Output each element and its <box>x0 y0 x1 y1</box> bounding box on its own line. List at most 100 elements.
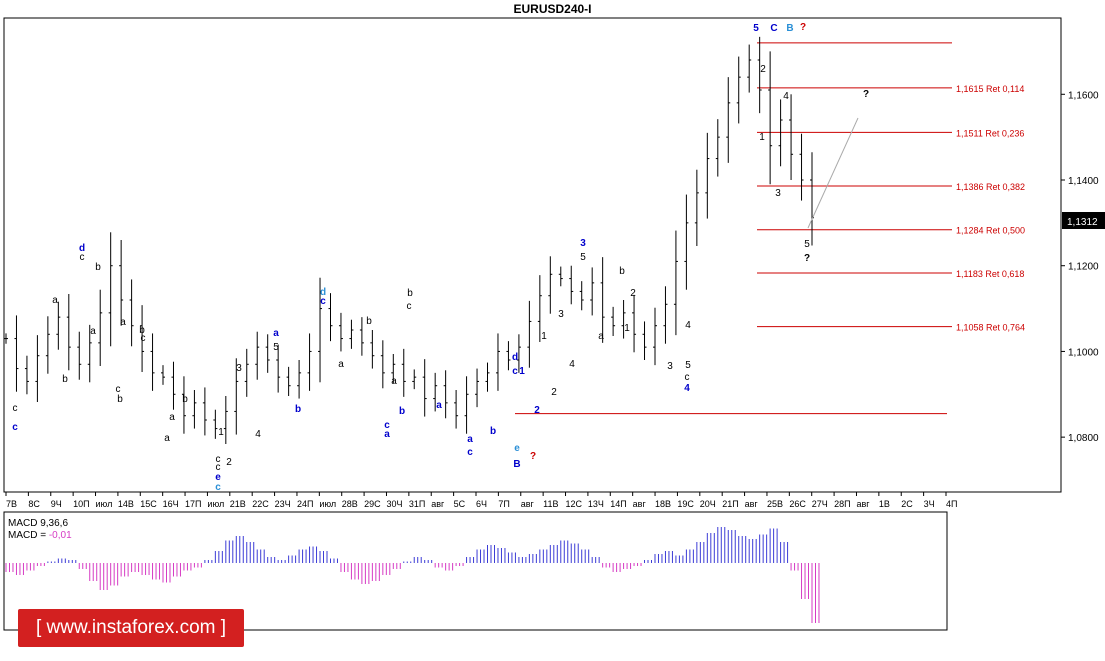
wave-label-48: 1 <box>541 331 547 342</box>
wave-label-15: a <box>169 412 175 423</box>
wave-label-52: 3 <box>580 238 586 249</box>
wave-label-11: c <box>116 384 121 395</box>
date-tick-14: июл <box>319 499 336 509</box>
wave-label-6: b <box>95 262 101 273</box>
wave-label-4: d <box>79 243 85 254</box>
wave-label-1: c <box>12 422 18 433</box>
wave-label-47: 2 <box>534 405 540 416</box>
date-tick-30: 19С <box>677 499 694 509</box>
wave-label-51: 4 <box>569 359 575 370</box>
wave-label-42: c <box>512 366 518 377</box>
ohlc-bar-69 <box>726 77 731 163</box>
wave-label-13: a <box>164 433 170 444</box>
ohlc-bar-63 <box>663 286 668 344</box>
ohlc-bar-47 <box>495 333 500 391</box>
date-tick-38: авг <box>856 499 870 509</box>
wave-label-43: 1 <box>519 366 525 377</box>
wave-label-44: e <box>514 443 520 454</box>
wave-label-22: 3 <box>236 363 242 374</box>
ohlc-bar-37 <box>391 354 396 384</box>
ohlc-bar-55 <box>579 281 584 311</box>
date-tick-23: авг <box>521 499 535 509</box>
wave-label-31: c <box>384 420 390 431</box>
date-tick-1: 8С <box>28 499 40 509</box>
wave-label-8: a <box>90 326 96 337</box>
date-tick-18: 31П <box>409 499 425 509</box>
macd-value-prefix: MACD = <box>8 530 49 541</box>
date-tick-42: 4П <box>946 499 957 509</box>
date-tick-24: 11В <box>543 499 558 509</box>
ohlc-bar-0 <box>4 333 8 344</box>
ohlc-bar-15 <box>161 365 166 385</box>
ohlc-bar-5 <box>56 301 61 350</box>
ohlc-bar-75 <box>789 94 794 180</box>
date-tick-4: июл <box>96 499 113 509</box>
wave-label-65: B <box>786 23 793 34</box>
date-tick-39: 1В <box>879 499 890 509</box>
ohlc-bar-32 <box>338 312 343 352</box>
wave-label-35: a <box>391 376 397 387</box>
date-tick-32: 21П <box>722 499 738 509</box>
wave-label-29: a <box>338 359 344 370</box>
date-tick-25: 12С <box>566 499 583 509</box>
date-tick-9: июл <box>207 499 224 509</box>
wave-label-17: c <box>216 454 221 465</box>
wave-label-25: 5 <box>273 342 279 353</box>
wave-label-38: c <box>467 447 473 458</box>
wave-label-56: a <box>598 331 604 342</box>
macd-value-line: MACD = -0,01 <box>8 530 72 541</box>
date-tick-26: 13Ч <box>588 499 604 509</box>
ohlc-bar-45 <box>475 368 480 408</box>
wave-label-3: b <box>62 374 68 385</box>
ohlc-bar-9 <box>98 289 103 366</box>
price-panel <box>3 17 1062 493</box>
ohlc-bar-67 <box>705 132 710 219</box>
wave-label-30: b <box>366 316 372 327</box>
ohlc-bar-76 <box>799 133 804 201</box>
price-tick-0: 1,0800 <box>1068 433 1099 444</box>
wave-label-14: b <box>182 394 188 405</box>
date-tick-11: 22С <box>252 499 269 509</box>
wave-label-61: c <box>685 372 690 383</box>
date-tick-36: 27Ч <box>812 499 828 509</box>
date-tick-37: 28П <box>834 499 850 509</box>
ohlc-bar-57 <box>600 257 605 343</box>
ohlc-bar-33 <box>349 319 354 349</box>
ohlc-bar-46 <box>485 362 490 392</box>
wave-label-71: 5 <box>804 239 810 250</box>
ohlc-bar-73 <box>768 51 773 185</box>
date-tick-19: авг <box>431 499 445 509</box>
price-tick-4: 1,1600 <box>1068 90 1099 101</box>
ohlc-bar-62 <box>652 307 657 366</box>
fib-label-6: 1,1058 Ret 0,764 <box>956 323 1025 333</box>
ohlc-bar-72 <box>757 36 762 114</box>
wave-label-69: 4 <box>783 91 789 102</box>
wave-label-27: d <box>320 287 326 298</box>
date-tick-22: 7П <box>498 499 509 509</box>
ohlc-bar-22 <box>234 358 239 435</box>
ohlc-bar-1 <box>14 315 19 392</box>
trend-line <box>807 117 859 229</box>
ohlc-bar-50 <box>527 300 532 368</box>
ohlc-bar-28 <box>297 360 302 399</box>
date-tick-31: 20Ч <box>700 499 716 509</box>
wave-label-72: ? <box>804 253 810 264</box>
wave-label-49: 2 <box>551 387 557 398</box>
ohlc-bar-60 <box>632 294 637 353</box>
ohlc-bar-40 <box>422 359 427 417</box>
ohlc-bar-31 <box>328 293 333 342</box>
wave-label-66: ? <box>800 22 806 33</box>
date-tick-8: 17П <box>185 499 201 509</box>
date-tick-20: 5С <box>454 499 466 509</box>
ohlc-bar-3 <box>35 335 40 402</box>
ohlc-bar-23 <box>244 348 249 397</box>
wave-label-64: C <box>770 23 777 34</box>
ohlc-bar-36 <box>380 340 385 389</box>
ohlc-bar-54 <box>569 265 574 305</box>
ohlc-bar-24 <box>255 331 260 380</box>
date-tick-33: авг <box>745 499 759 509</box>
wave-label-7: b <box>139 325 145 336</box>
wave-label-20: c <box>215 482 221 493</box>
ohlc-bar-18 <box>192 390 197 429</box>
ohlc-bar-61 <box>642 321 647 360</box>
